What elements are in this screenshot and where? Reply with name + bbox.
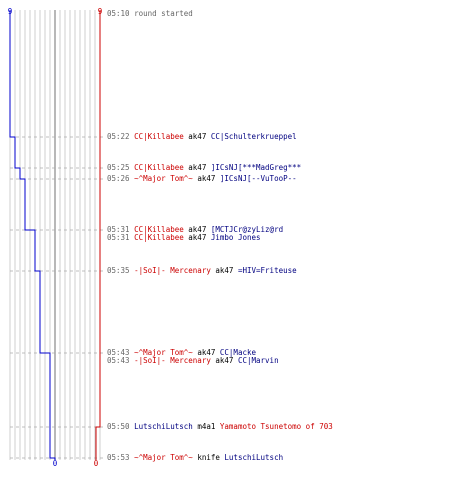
- event-victim: ]ICsNJ[--VuTooP--: [220, 174, 297, 183]
- event-time: 05:25: [107, 163, 130, 172]
- blue-top-label: 9: [8, 7, 13, 16]
- event-time: 05:22: [107, 132, 130, 141]
- event-row: 05:22 CC|Killabee ak47 CC|Schulterkruepp…: [107, 132, 297, 141]
- event-weapon: ak47: [215, 266, 233, 275]
- event-weapon: m4a1: [197, 422, 215, 431]
- event-row: 05:43 ~^Major Tom^~ ak47 CC|Macke: [107, 348, 256, 357]
- event-killer: ~^Major Tom^~: [134, 174, 193, 183]
- event-row-guides: [10, 136, 104, 459]
- event-victim: =HIV=Friteuse: [238, 266, 297, 275]
- event-victim: Yamamoto Tsunetomo of 703: [220, 422, 333, 431]
- blue-bottom-label: 0: [53, 459, 58, 468]
- event-time: 05:53: [107, 453, 130, 462]
- event-row: 05:31 CC|Killabee ak47 [MCTJCr@zyLiz@rd: [107, 225, 283, 234]
- blue-team-step-line: [9, 10, 56, 460]
- event-time: 05:50: [107, 422, 130, 431]
- event-row: 05:31 CC|Killabee ak47 Jimbo Jones: [107, 233, 261, 242]
- event-victim: CC|Macke: [220, 348, 257, 357]
- event-info: round started: [134, 9, 193, 18]
- event-killer: -|SoI|- Mercenary: [134, 266, 211, 275]
- event-weapon: knife: [197, 453, 220, 462]
- event-row: 05:26 ~^Major Tom^~ ak47 ]ICsNJ[--VuTooP…: [107, 174, 297, 183]
- event-row: 05:25 CC|Killabee ak47 ]ICsNJ[***MadGreg…: [107, 163, 301, 172]
- event-time: 05:43: [107, 348, 130, 357]
- event-weapon: ak47: [188, 225, 206, 234]
- event-victim: [MCTJCr@zyLiz@rd: [211, 225, 283, 234]
- red-top-label: 9: [98, 7, 103, 16]
- event-time: 05:31: [107, 225, 130, 234]
- event-victim: Jimbo Jones: [211, 233, 261, 242]
- event-killer: CC|Killabee: [134, 225, 184, 234]
- event-killer: -|SoI|- Mercenary: [134, 356, 211, 365]
- event-weapon: ak47: [197, 348, 215, 357]
- event-victim: CC|Marvin: [238, 356, 279, 365]
- red-bottom-label: 0: [94, 459, 99, 468]
- event-killer: CC|Killabee: [134, 163, 184, 172]
- event-killer: ~^Major Tom^~: [134, 348, 193, 357]
- event-weapon: ak47: [197, 174, 215, 183]
- event-weapon: ak47: [188, 132, 206, 141]
- event-time: 05:10: [107, 9, 130, 18]
- event-weapon: ak47: [215, 356, 233, 365]
- event-killer: CC|Killabee: [134, 132, 184, 141]
- event-log: 05:10 round started 05:22 CC|Killabee ak…: [107, 9, 333, 462]
- grid: [9, 10, 101, 460]
- event-time: 05:31: [107, 233, 130, 242]
- series-lines: [9, 10, 101, 460]
- event-killer: LutschiLutsch: [134, 422, 193, 431]
- event-time: 05:43: [107, 356, 130, 365]
- event-row: 05:35 -|SoI|- Mercenary ak47 =HIV=Friteu…: [107, 266, 297, 275]
- event-victim: ]ICsNJ[***MadGreg***: [211, 163, 301, 172]
- event-victim: CC|Schulterkrueppel: [211, 132, 297, 141]
- event-row: 05:50 LutschiLutsch m4a1 Yamamoto Tsunet…: [107, 422, 333, 431]
- red-team-step-line: [95, 10, 101, 460]
- event-time: 05:35: [107, 266, 130, 275]
- event-weapon: ak47: [188, 233, 206, 242]
- event-row: 05:53 ~^Major Tom^~ knife LutschiLutsch: [107, 453, 283, 462]
- event-killer: CC|Killabee: [134, 233, 184, 242]
- event-row: 05:10 round started: [107, 9, 193, 18]
- event-killer: ~^Major Tom^~: [134, 453, 193, 462]
- event-row: 05:43 -|SoI|- Mercenary ak47 CC|Marvin: [107, 356, 279, 365]
- event-weapon: ak47: [188, 163, 206, 172]
- event-victim: LutschiLutsch: [224, 453, 283, 462]
- axis-labels: 9 9 0 0: [8, 7, 103, 468]
- event-time: 05:26: [107, 174, 130, 183]
